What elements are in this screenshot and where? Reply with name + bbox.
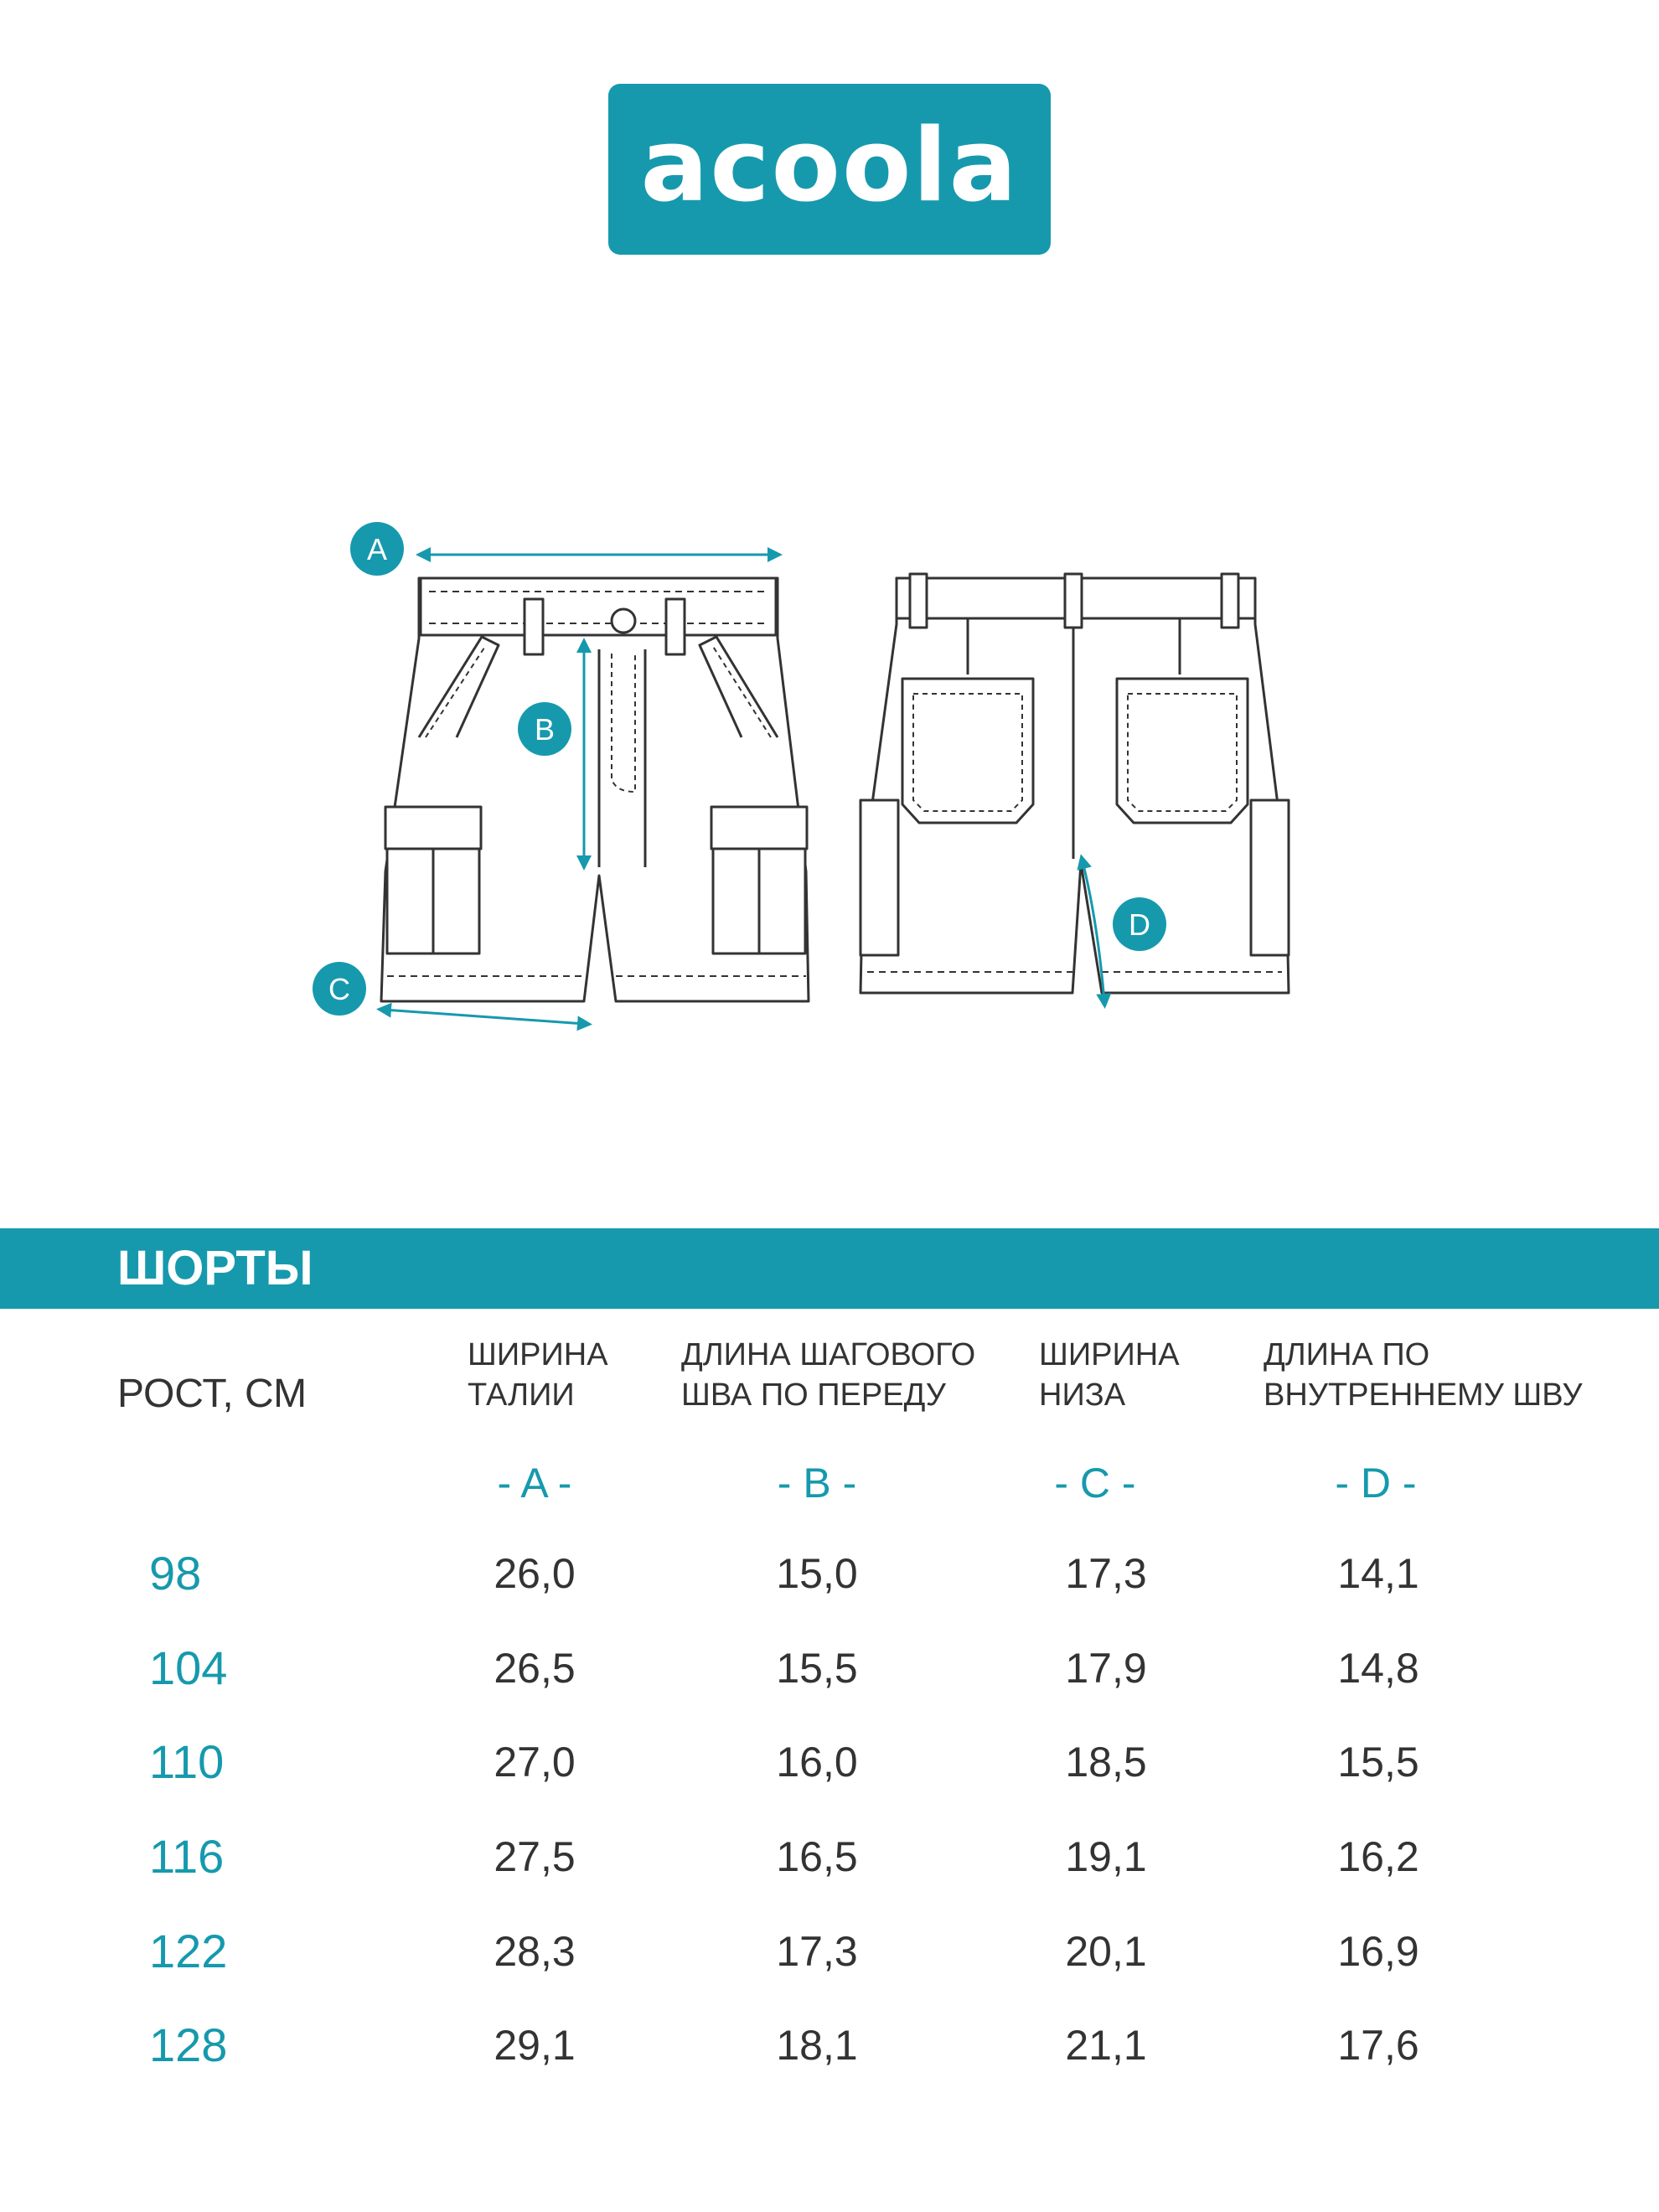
shorts-technical-drawing: A B C D: [313, 522, 1290, 1031]
shorts-back-view-icon: [859, 572, 1290, 995]
value-b: 15,0: [776, 1550, 858, 1597]
label-b-badge: B: [518, 702, 571, 756]
value-c: 20,1: [1065, 1928, 1147, 1975]
label-a-badge: A: [350, 522, 404, 576]
label-d-badge: D: [1113, 897, 1166, 951]
column-letter-a: - A -: [497, 1460, 572, 1507]
value-c: 21,1: [1065, 2022, 1147, 2069]
column-header-front-rise-length: ДЛИНА ШАГОВОГО ШВА ПО ПЕРЕДУ: [681, 1337, 976, 1413]
table-row: 98 26,0 15,0 17,3 14,1: [0, 1544, 1659, 1620]
size-value: 122: [149, 1925, 228, 1977]
value-d: 16,2: [1337, 1833, 1419, 1880]
svg-text:D: D: [1129, 907, 1150, 942]
table-row: 122 28,3 17,3 20,1 16,9: [0, 1922, 1659, 1998]
table-row: 128 29,1 18,1 21,1 17,6: [0, 2016, 1659, 2091]
shorts-front-view-icon: [380, 576, 810, 1003]
column-header-waist-width: ШИРИНА ТАЛИИ: [468, 1337, 608, 1413]
value-b: 15,5: [776, 1645, 858, 1692]
svg-text:B: B: [535, 712, 555, 747]
size-value: 104: [149, 1641, 228, 1694]
value-d: 16,9: [1337, 1928, 1419, 1975]
size-column-header: РОСТ, СМ: [117, 1372, 308, 1416]
column-header-hem-width: ШИРИНА НИЗА: [1039, 1337, 1180, 1413]
size-value: 98: [149, 1547, 202, 1600]
value-c: 19,1: [1065, 1833, 1147, 1880]
column-header-inseam-length: ДЛИНА ПО ВНУТРЕННЕМУ ШВУ: [1264, 1337, 1583, 1413]
value-c: 17,3: [1065, 1550, 1147, 1597]
table-row: 104 26,5 15,5 17,9 14,8: [0, 1639, 1659, 1714]
value-d: 14,1: [1337, 1550, 1419, 1597]
value-a: 26,0: [494, 1550, 576, 1597]
table-title-banner: ШОРТЫ: [0, 1228, 1659, 1309]
brand-logo: acoola: [608, 84, 1051, 255]
value-b: 16,5: [776, 1833, 858, 1880]
table-title: ШОРТЫ: [117, 1241, 313, 1295]
value-c: 17,9: [1065, 1645, 1147, 1692]
label-c-badge: C: [313, 962, 366, 1016]
value-d: 15,5: [1337, 1739, 1419, 1786]
value-a: 27,5: [494, 1833, 576, 1880]
value-a: 29,1: [494, 2022, 576, 2069]
value-a: 28,3: [494, 1928, 576, 1975]
column-letter-c: - C -: [1054, 1460, 1136, 1507]
value-b: 18,1: [776, 2022, 858, 2069]
table-row: 110 27,0 16,0 18,5 15,5: [0, 1733, 1659, 1808]
size-value: 116: [149, 1830, 225, 1883]
svg-text:A: A: [367, 532, 387, 566]
column-letter-d: - D -: [1335, 1460, 1417, 1507]
value-d: 17,6: [1337, 2022, 1419, 2069]
measure-c-arrow: [376, 1002, 592, 1031]
value-d: 14,8: [1337, 1645, 1419, 1692]
value-c: 18,5: [1065, 1739, 1147, 1786]
value-a: 26,5: [494, 1645, 576, 1692]
svg-text:C: C: [328, 972, 350, 1006]
value-b: 17,3: [776, 1928, 858, 1975]
measure-d-arrow: [1077, 854, 1112, 1009]
size-value: 110: [149, 1735, 225, 1788]
table-row: 116 27,5 16,5 19,1 16,2: [0, 1827, 1659, 1903]
value-a: 27,0: [494, 1739, 576, 1786]
size-value: 128: [149, 2018, 228, 2071]
column-letter-b: - B -: [777, 1460, 857, 1507]
value-b: 16,0: [776, 1739, 858, 1786]
brand-logo-text: acoola: [640, 108, 1019, 225]
